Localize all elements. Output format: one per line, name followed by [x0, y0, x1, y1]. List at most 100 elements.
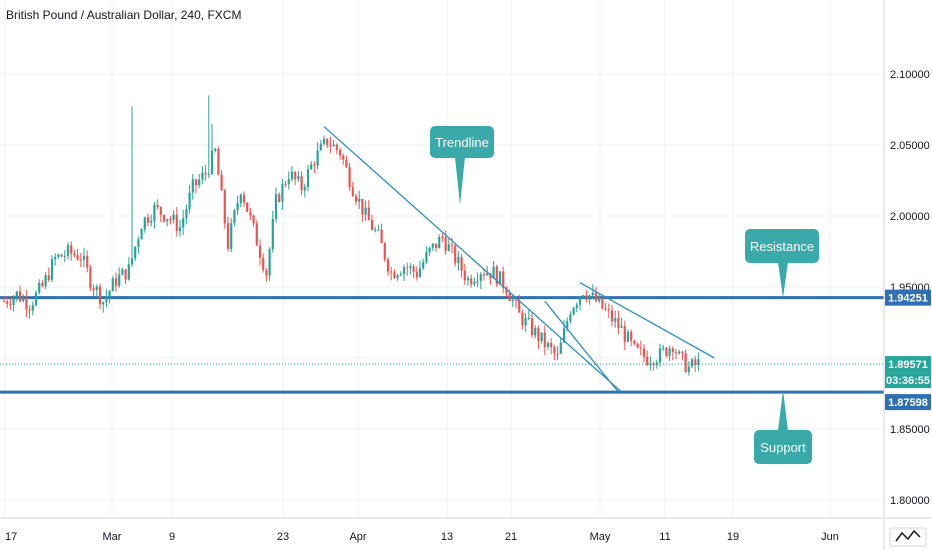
candle-up[interactable] [22, 298, 25, 302]
candle-down[interactable] [2, 301, 6, 303]
candle-up[interactable] [438, 237, 441, 249]
candle-up[interactable] [572, 308, 575, 315]
channel-lower-line[interactable] [544, 300, 619, 393]
candle-up[interactable] [527, 318, 530, 320]
candle-up[interactable] [546, 342, 550, 347]
candle-up[interactable] [575, 304, 578, 309]
candle-down[interactable] [79, 259, 82, 261]
candle-down[interactable] [313, 164, 316, 166]
candle-up[interactable] [418, 268, 422, 277]
candle-down[interactable] [70, 245, 73, 254]
candle-down[interactable] [223, 190, 226, 224]
last-price-tag[interactable]: 1.89571 [885, 356, 931, 373]
candle-down[interactable] [514, 300, 518, 302]
candle-up[interactable] [591, 292, 594, 296]
candle-up[interactable] [281, 183, 284, 202]
candle-down[interactable] [386, 259, 390, 272]
candle-down[interactable] [354, 196, 358, 202]
candle-down[interactable] [636, 343, 639, 348]
candle-down[interactable] [553, 347, 556, 354]
candle-down[interactable] [594, 292, 598, 302]
candle-up[interactable] [649, 363, 652, 365]
candle-down[interactable] [617, 318, 620, 328]
candle-down[interactable] [162, 214, 166, 222]
candle-up[interactable] [658, 348, 662, 363]
candle-up[interactable] [614, 318, 617, 322]
candle-up[interactable] [130, 258, 134, 265]
candle-down[interactable] [89, 267, 92, 289]
candle-down[interactable] [258, 245, 262, 258]
candle-down[interactable] [508, 293, 511, 302]
candle-up[interactable] [332, 144, 335, 147]
candle-up[interactable] [239, 194, 242, 204]
candle-up[interactable] [271, 218, 274, 250]
candle-up[interactable] [233, 210, 236, 224]
candle-up[interactable] [182, 218, 185, 228]
candle-down[interactable] [226, 223, 230, 249]
candle-up[interactable] [476, 280, 479, 282]
candle-up[interactable] [38, 282, 41, 293]
candle-down[interactable] [255, 223, 258, 246]
candle-up[interactable] [57, 254, 60, 257]
candle-down[interactable] [502, 271, 505, 289]
candle-up[interactable] [15, 291, 18, 298]
callouts[interactable]: Trendline Resistance Support [430, 126, 819, 464]
candle-up[interactable] [12, 297, 15, 305]
candle-up[interactable] [562, 328, 566, 343]
candle-up[interactable] [143, 217, 146, 230]
candle-down[interactable] [300, 176, 303, 191]
candle-down[interactable] [434, 243, 438, 249]
candle-up[interactable] [316, 150, 319, 166]
candle-down[interactable] [521, 312, 524, 326]
candle-up[interactable] [153, 204, 156, 221]
candle-down[interactable] [623, 326, 626, 342]
candle-up[interactable] [137, 239, 140, 247]
candle-down[interactable] [460, 257, 463, 271]
candle-down[interactable] [284, 183, 287, 185]
candle-up[interactable] [655, 362, 658, 366]
candle-down[interactable] [156, 204, 159, 207]
candle-down[interactable] [604, 308, 607, 310]
candle-up[interactable] [319, 143, 322, 151]
candle-down[interactable] [265, 270, 268, 276]
candle-down[interactable] [220, 174, 223, 191]
candle-down[interactable] [294, 172, 297, 180]
candle-up[interactable] [457, 257, 460, 264]
candle-up[interactable] [274, 194, 278, 219]
time-axis[interactable]: 17 Mar 9 23 Apr 13 21 May 11 19 Jun [0, 517, 932, 547]
candle-down[interactable] [351, 187, 354, 197]
candle-up[interactable] [486, 273, 489, 276]
candle-up[interactable] [210, 150, 214, 174]
candle-up[interactable] [287, 179, 290, 185]
candle-up[interactable] [322, 138, 326, 144]
candle-up[interactable] [466, 278, 470, 281]
candle-up[interactable] [374, 229, 377, 231]
candles[interactable] [2, 95, 700, 376]
candle-up[interactable] [201, 172, 204, 180]
candle-up[interactable] [492, 266, 495, 279]
candle-down[interactable] [73, 253, 76, 256]
candle-down[interactable] [550, 342, 553, 348]
candle-up[interactable] [50, 259, 54, 280]
candle-down[interactable] [674, 352, 678, 354]
support-callout[interactable]: Support [754, 390, 812, 464]
candle-down[interactable] [60, 254, 63, 257]
candle-up[interactable] [230, 223, 233, 249]
price-axis[interactable]: 2.100002.050002.000001.950001.850001.800… [883, 0, 931, 550]
candle-down[interactable] [338, 149, 342, 156]
candle-down[interactable] [249, 211, 252, 216]
candle-down[interactable] [454, 245, 457, 264]
candle-up[interactable] [524, 318, 527, 326]
candle-up[interactable] [511, 300, 514, 302]
candle-up[interactable] [31, 305, 34, 311]
candle-down[interactable] [642, 348, 646, 357]
candle-down[interactable] [86, 255, 89, 268]
candle-down[interactable] [98, 286, 102, 305]
candle-up[interactable] [431, 243, 434, 248]
candle-down[interactable] [194, 179, 198, 186]
candle-down[interactable] [412, 266, 415, 272]
candle-down[interactable] [114, 278, 118, 286]
candle-up[interactable] [690, 359, 694, 367]
candle-down[interactable] [335, 144, 338, 150]
resistance-callout[interactable]: Resistance [745, 229, 819, 298]
